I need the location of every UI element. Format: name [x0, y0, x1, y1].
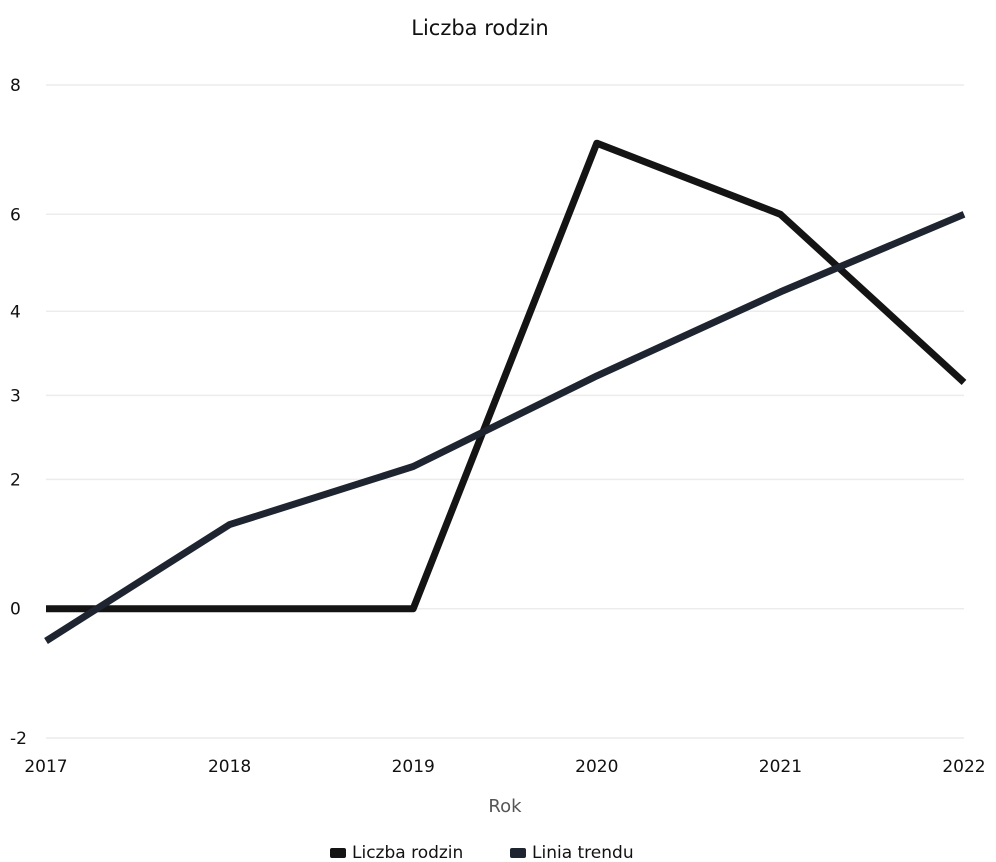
x-tick-label: 2019: [392, 757, 435, 777]
x-tick-label: 2020: [575, 757, 618, 777]
x-tick-label: 2021: [759, 757, 802, 777]
y-axis-ticks: -2 0 2 3 4 6 8: [10, 76, 27, 749]
y-tick-label: 4: [10, 302, 21, 322]
y-tick-label: 2: [10, 470, 21, 490]
legend-label: Liczba rodzin: [352, 843, 463, 862]
x-tick-label: 2018: [208, 757, 251, 777]
x-axis-ticks: 2017 2018 2019 2020 2021 2022: [24, 757, 985, 777]
legend-swatch: [330, 848, 346, 858]
x-tick-label: 2022: [942, 757, 985, 777]
legend-label: Linia trendu: [532, 843, 634, 862]
y-tick-label: 0: [10, 600, 21, 620]
grid-lines: [46, 84, 964, 739]
series-lines: [44, 139, 967, 644]
series-line-liczba-rodzin: [46, 139, 967, 613]
y-tick-label: -2: [10, 729, 27, 749]
y-tick-label: 3: [10, 386, 21, 406]
legend: Liczba rodzin Linia trendu: [330, 843, 634, 862]
y-tick-label: 6: [10, 205, 21, 225]
series-line-linia-trendu: [44, 211, 966, 644]
y-tick-label: 8: [10, 76, 21, 96]
chart-title: Liczba rodzin: [411, 16, 549, 40]
legend-swatch: [510, 848, 526, 858]
x-axis-label: Rok: [488, 796, 522, 817]
x-tick-label: 2017: [24, 757, 67, 777]
